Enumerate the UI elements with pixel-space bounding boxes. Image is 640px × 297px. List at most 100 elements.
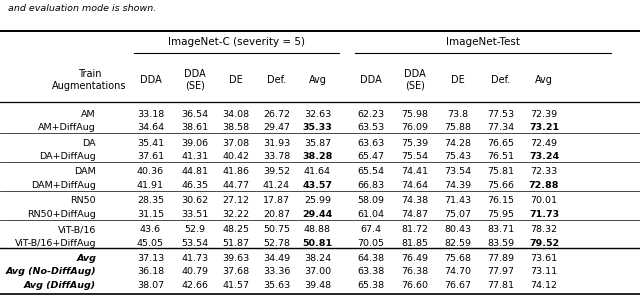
Text: 43.57: 43.57 (303, 181, 332, 190)
Text: 75.66: 75.66 (487, 181, 514, 190)
Text: 74.38: 74.38 (401, 196, 428, 205)
Text: 75.95: 75.95 (487, 210, 514, 219)
Text: 75.81: 75.81 (487, 168, 514, 176)
Text: 78.32: 78.32 (531, 225, 557, 234)
Text: 41.57: 41.57 (222, 281, 249, 290)
Text: 74.41: 74.41 (401, 168, 428, 176)
Text: 73.8: 73.8 (447, 110, 468, 119)
Text: DE: DE (451, 75, 465, 85)
Text: 38.24: 38.24 (304, 254, 331, 263)
Text: DDA
(SE): DDA (SE) (404, 69, 426, 91)
Text: 76.15: 76.15 (487, 196, 514, 205)
Text: 29.47: 29.47 (263, 123, 290, 132)
Text: 76.67: 76.67 (444, 281, 471, 290)
Text: 46.35: 46.35 (182, 181, 209, 190)
Text: 76.65: 76.65 (487, 139, 514, 148)
Text: 66.83: 66.83 (358, 181, 385, 190)
Text: AM: AM (81, 110, 96, 119)
Text: RN50: RN50 (70, 196, 96, 205)
Text: 39.63: 39.63 (222, 254, 249, 263)
Text: 83.71: 83.71 (487, 225, 514, 234)
Text: 48.25: 48.25 (222, 225, 249, 234)
Text: ViT-B/16+DiffAug: ViT-B/16+DiffAug (15, 238, 96, 248)
Text: 65.54: 65.54 (358, 168, 385, 176)
Text: 74.87: 74.87 (401, 210, 428, 219)
Text: 73.11: 73.11 (531, 267, 557, 277)
Text: 58.09: 58.09 (358, 196, 385, 205)
Text: 72.49: 72.49 (531, 139, 557, 148)
Text: 31.15: 31.15 (137, 210, 164, 219)
Text: 35.41: 35.41 (137, 139, 164, 148)
Text: DDA: DDA (140, 75, 161, 85)
Text: 74.70: 74.70 (444, 267, 471, 277)
Text: 74.28: 74.28 (444, 139, 471, 148)
Text: 39.48: 39.48 (304, 281, 331, 290)
Text: 72.88: 72.88 (529, 181, 559, 190)
Text: 37.13: 37.13 (137, 254, 164, 263)
Text: 20.87: 20.87 (263, 210, 290, 219)
Text: 42.66: 42.66 (182, 281, 209, 290)
Text: DDA: DDA (360, 75, 382, 85)
Text: 37.61: 37.61 (137, 152, 164, 161)
Text: 77.81: 77.81 (487, 281, 514, 290)
Text: 74.64: 74.64 (401, 181, 428, 190)
Text: 26.72: 26.72 (263, 110, 290, 119)
Text: 79.52: 79.52 (529, 238, 559, 248)
Text: 41.31: 41.31 (182, 152, 209, 161)
Text: 33.36: 33.36 (263, 267, 290, 277)
Text: 37.08: 37.08 (222, 139, 249, 148)
Text: 75.54: 75.54 (401, 152, 428, 161)
Text: 45.05: 45.05 (137, 238, 164, 248)
Text: 76.09: 76.09 (401, 123, 428, 132)
Text: Def.: Def. (267, 75, 286, 85)
Text: 70.01: 70.01 (531, 196, 557, 205)
Text: 34.08: 34.08 (222, 110, 249, 119)
Text: Train
Augmentations: Train Augmentations (52, 69, 127, 91)
Text: 64.38: 64.38 (358, 254, 385, 263)
Text: 36.18: 36.18 (137, 267, 164, 277)
Text: 40.36: 40.36 (137, 168, 164, 176)
Text: 39.52: 39.52 (263, 168, 290, 176)
Text: 43.6: 43.6 (140, 225, 161, 234)
Text: and evaluation mode is shown.: and evaluation mode is shown. (8, 4, 156, 13)
Text: 51.87: 51.87 (222, 238, 249, 248)
Text: 72.33: 72.33 (531, 168, 557, 176)
Text: 72.39: 72.39 (531, 110, 557, 119)
Text: 27.12: 27.12 (222, 196, 249, 205)
Text: 37.68: 37.68 (222, 267, 249, 277)
Text: 44.77: 44.77 (222, 181, 249, 190)
Text: 62.23: 62.23 (358, 110, 385, 119)
Text: AM+DiffAug: AM+DiffAug (38, 123, 96, 132)
Text: DE: DE (228, 75, 243, 85)
Text: 75.07: 75.07 (444, 210, 471, 219)
Text: 77.89: 77.89 (487, 254, 514, 263)
Text: 39.06: 39.06 (182, 139, 209, 148)
Text: 73.54: 73.54 (444, 168, 471, 176)
Text: ViT-B/16: ViT-B/16 (58, 225, 96, 234)
Text: 48.88: 48.88 (304, 225, 331, 234)
Text: 29.44: 29.44 (302, 210, 333, 219)
Text: 83.59: 83.59 (487, 238, 514, 248)
Text: 81.85: 81.85 (401, 238, 428, 248)
Text: 80.43: 80.43 (444, 225, 471, 234)
Text: 25.99: 25.99 (304, 196, 331, 205)
Text: 74.39: 74.39 (444, 181, 471, 190)
Text: DAM: DAM (74, 168, 96, 176)
Text: DAM+DiffAug: DAM+DiffAug (31, 181, 96, 190)
Text: 53.54: 53.54 (182, 238, 209, 248)
Text: 40.42: 40.42 (222, 152, 249, 161)
Text: 33.51: 33.51 (182, 210, 209, 219)
Text: 41.64: 41.64 (304, 168, 331, 176)
Text: 35.63: 35.63 (263, 281, 290, 290)
Text: 44.81: 44.81 (182, 168, 209, 176)
Text: Avg (DiffAug): Avg (DiffAug) (24, 281, 96, 290)
Text: 41.24: 41.24 (263, 181, 290, 190)
Text: 73.24: 73.24 (529, 152, 559, 161)
Text: 38.28: 38.28 (302, 152, 333, 161)
Text: 36.54: 36.54 (182, 110, 209, 119)
Text: 32.22: 32.22 (222, 210, 249, 219)
Text: 70.05: 70.05 (358, 238, 385, 248)
Text: 33.78: 33.78 (263, 152, 290, 161)
Text: 35.87: 35.87 (304, 139, 331, 148)
Text: 82.59: 82.59 (444, 238, 471, 248)
